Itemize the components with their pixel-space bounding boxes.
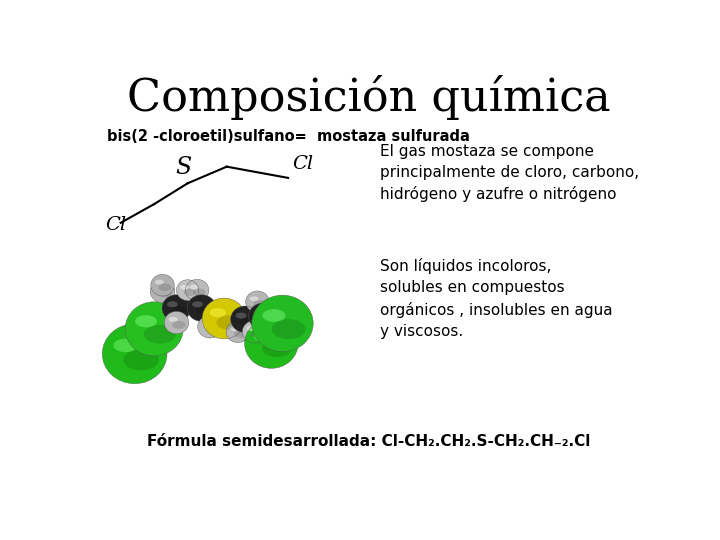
Ellipse shape — [235, 313, 246, 319]
Ellipse shape — [184, 288, 196, 296]
Ellipse shape — [230, 306, 260, 333]
Ellipse shape — [125, 302, 183, 356]
Text: Son líquidos incoloros,
solubles en compuestos
orgánicos , insolubles en agua
y : Son líquidos incoloros, solubles en comp… — [380, 258, 613, 339]
Ellipse shape — [240, 318, 256, 327]
Ellipse shape — [192, 301, 203, 307]
Ellipse shape — [243, 321, 267, 343]
Ellipse shape — [150, 280, 175, 302]
Ellipse shape — [254, 331, 274, 342]
Ellipse shape — [168, 317, 178, 322]
Ellipse shape — [172, 321, 186, 329]
Text: El gas mostaza se compone
principalmente de cloro, carbono,
hidrógeno y azufre o: El gas mostaza se compone principalmente… — [380, 144, 639, 202]
Ellipse shape — [158, 290, 172, 298]
Ellipse shape — [135, 315, 157, 327]
Ellipse shape — [271, 319, 305, 339]
Ellipse shape — [114, 339, 138, 352]
Ellipse shape — [226, 321, 250, 342]
Ellipse shape — [189, 285, 198, 289]
Ellipse shape — [171, 306, 187, 315]
Ellipse shape — [258, 314, 274, 323]
Ellipse shape — [150, 274, 174, 296]
Text: Cl: Cl — [105, 217, 126, 234]
Ellipse shape — [262, 340, 292, 357]
Ellipse shape — [210, 308, 226, 318]
Ellipse shape — [262, 309, 285, 322]
Ellipse shape — [180, 285, 189, 289]
Ellipse shape — [197, 306, 212, 315]
Ellipse shape — [158, 284, 171, 291]
Text: bis(2 -cloroetil)sulfano=  mostaza sulfurada: bis(2 -cloroetil)sulfano= mostaza sulfur… — [107, 129, 469, 144]
Text: Cl: Cl — [292, 156, 313, 173]
Ellipse shape — [202, 298, 246, 339]
Ellipse shape — [155, 286, 163, 291]
Ellipse shape — [206, 325, 219, 333]
Ellipse shape — [162, 295, 191, 321]
Ellipse shape — [230, 326, 239, 331]
Ellipse shape — [193, 288, 206, 296]
Ellipse shape — [167, 301, 178, 307]
Text: S: S — [176, 156, 192, 179]
Ellipse shape — [253, 309, 264, 315]
Ellipse shape — [253, 300, 266, 308]
Ellipse shape — [198, 315, 222, 338]
Ellipse shape — [252, 295, 313, 352]
Ellipse shape — [123, 349, 159, 370]
Ellipse shape — [245, 319, 298, 368]
Ellipse shape — [176, 280, 199, 301]
Ellipse shape — [186, 279, 209, 301]
Ellipse shape — [202, 321, 211, 326]
Ellipse shape — [144, 325, 176, 343]
Text: Fórmula semidesarrollada: Cl-CH₂.CH₂.S-CH₂.CH₋₂.Cl: Fórmula semidesarrollada: Cl-CH₂.CH₂.S-C… — [148, 434, 590, 449]
Ellipse shape — [234, 330, 247, 338]
Text: Composición química: Composición química — [127, 75, 611, 120]
Ellipse shape — [248, 303, 277, 329]
Ellipse shape — [187, 295, 216, 321]
Ellipse shape — [164, 312, 189, 334]
Ellipse shape — [246, 326, 256, 331]
Ellipse shape — [250, 296, 258, 301]
Ellipse shape — [246, 291, 269, 313]
Ellipse shape — [102, 324, 167, 384]
Ellipse shape — [251, 330, 264, 338]
Ellipse shape — [155, 280, 163, 285]
Ellipse shape — [216, 315, 240, 329]
